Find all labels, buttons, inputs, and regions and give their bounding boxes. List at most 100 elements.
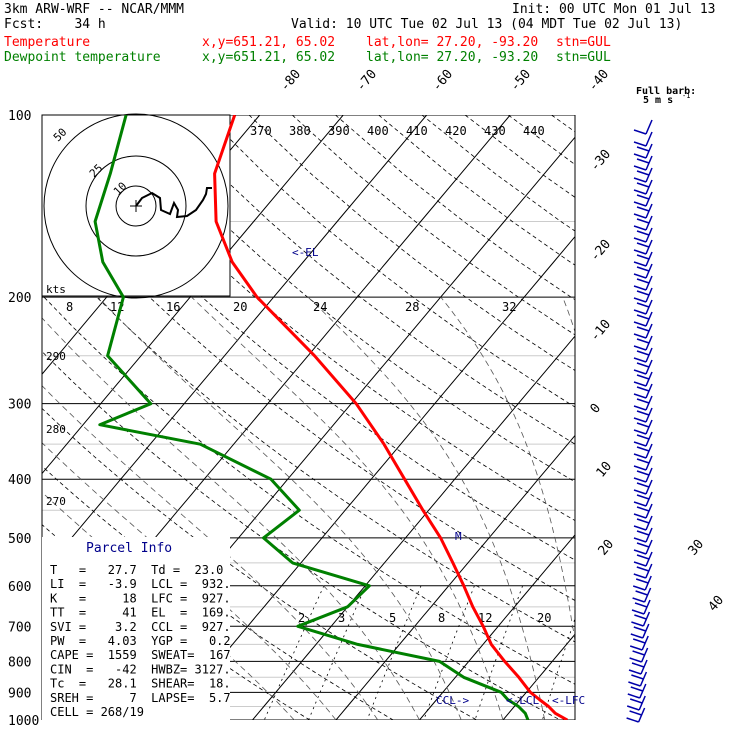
isotherm-label: -30 <box>588 147 615 175</box>
dry-adiabat-label: 440 <box>523 124 545 138</box>
wind-barb-flag <box>636 170 650 176</box>
el-marker: <-EL <box>292 246 319 259</box>
moist-adiabat <box>562 296 575 333</box>
parcel-row: SVI = 3.2 CCL = 927. <box>50 620 231 634</box>
wind-barb-flag <box>636 374 650 380</box>
parcel-row: T = 27.7 Td = 23.0 <box>50 563 223 577</box>
isotherm-label: 40 <box>706 593 728 615</box>
hodograph-ring-25 <box>85 155 187 257</box>
wind-barb-flag <box>629 645 643 651</box>
wind-barb-flag <box>633 129 647 135</box>
temperature-latlon: lat,lon= 27.20, -93.20 <box>366 35 539 50</box>
pressure-label: 300 <box>8 398 31 413</box>
parcel-row: CIN = -42 HWBZ= 3127. <box>50 662 231 676</box>
isotherm <box>42 115 261 375</box>
isotherm <box>670 115 740 720</box>
wind-barb-flag <box>636 506 650 512</box>
moist-adiabat <box>440 296 575 644</box>
wind-barb-flag <box>636 530 650 536</box>
theta-e-label: 270 <box>46 495 66 508</box>
temperature-legend: Temperature <box>4 35 91 50</box>
wind-barb-flag <box>631 674 644 680</box>
mixing-ratio-label: 8 <box>438 611 445 625</box>
wind-barb-flag <box>636 518 650 524</box>
mixing-ratio-labels: 2 3 5 8 12 20 <box>298 611 551 625</box>
wind-barb-flag <box>628 669 642 675</box>
wind-barb-flag <box>636 470 650 476</box>
parcel-row: CAPE = 1559 SWEAT= 167 <box>50 648 231 662</box>
speed-label: 24 <box>313 300 327 314</box>
dry-adiabat-label: 390 <box>328 124 350 138</box>
temperature-station: stn=GUL <box>556 35 611 50</box>
wind-barb-flag <box>633 573 647 579</box>
isotherm-label: 20 <box>596 537 618 559</box>
wind-barb-flag <box>636 182 650 188</box>
wind-barb-flag <box>636 266 650 272</box>
temperature-profile <box>213 115 569 720</box>
wind-barb-flag <box>633 429 647 435</box>
parcel-title: Parcel Info <box>86 541 172 556</box>
wind-barb-flag <box>633 153 647 159</box>
speed-label: 32 <box>502 300 516 314</box>
pressure-label: 1000 <box>8 714 39 729</box>
dry-adiabat <box>162 115 575 445</box>
barb-legend-unit: 5 m s <box>643 95 673 106</box>
speed-label: 20 <box>233 300 247 314</box>
hodograph-ring-50 <box>43 113 229 299</box>
isotherm <box>252 335 575 720</box>
wind-barb-flag <box>633 513 647 519</box>
wind-barb-flag <box>632 597 645 603</box>
wind-barb-flag <box>633 333 647 339</box>
wind-barb-flag <box>636 290 650 296</box>
wind-barb-flag <box>636 206 650 212</box>
dewpoint-xy: x,y=651.21, 65.02 <box>202 50 336 65</box>
wind-barb-flag <box>636 314 650 320</box>
lcl-marker: <-LCL <box>506 694 539 707</box>
wind-barb-flag <box>635 590 648 596</box>
parcel-row: SREH = 7 LAPSE= 5.7 <box>50 691 231 705</box>
wind-barb-flag <box>629 710 642 716</box>
moist-adiabat <box>97 296 462 720</box>
wind-barb-flag <box>635 578 649 584</box>
wind-barb-flag <box>636 482 650 488</box>
wind-barbs <box>626 119 653 723</box>
hodograph-ring-10 <box>115 185 157 227</box>
hodograph-units: kts <box>46 283 66 296</box>
dry-adiabat <box>42 125 575 561</box>
dry-adiabat <box>42 407 477 720</box>
dry-adiabat <box>42 524 310 720</box>
model-title: 3km ARW-WRF -- NCAR/MMM <box>4 2 185 17</box>
sounding-profiles <box>93 115 569 720</box>
isotherm <box>587 115 740 720</box>
isotherm-label: -20 <box>588 237 615 265</box>
mixing-ratio-line <box>308 585 367 720</box>
wind-barb-flag <box>633 177 647 183</box>
wind-barb-flag <box>632 650 645 656</box>
barb-legend-title: Full barb: <box>636 86 696 97</box>
moist-adiabat <box>307 296 546 720</box>
wind-barb-flag <box>633 561 647 567</box>
forecast-hour: Fcst: 34 h <box>4 17 106 32</box>
wind-barb-flag <box>633 273 647 279</box>
dry-adiabat <box>291 115 575 336</box>
wind-barb-flag <box>633 393 647 399</box>
wind-barb-flag <box>633 489 647 495</box>
wind-barb-flag <box>629 698 643 704</box>
wind-barb-flag <box>626 705 640 711</box>
wind-barb-flag <box>633 525 647 531</box>
isotherm <box>419 534 575 720</box>
dry-adiabat <box>508 115 575 166</box>
isotherm-label: -60 <box>430 67 457 95</box>
wind-barb <box>645 119 653 135</box>
wind-barb-flag <box>636 302 650 308</box>
hodograph-trace <box>135 187 212 219</box>
wind-barb-flag <box>636 278 650 284</box>
dry-adiabat-label: 420 <box>445 124 467 138</box>
wind-barb-flag <box>633 249 647 255</box>
barb-legend-exponent: -1 <box>682 92 690 100</box>
dewpoint-legend: Dewpoint temperature <box>4 50 161 65</box>
dry-adiabat-label: 400 <box>367 124 389 138</box>
dry-adiabat <box>378 115 575 266</box>
wind-barb-flag <box>633 345 647 351</box>
wind-barb-flag <box>633 261 647 267</box>
